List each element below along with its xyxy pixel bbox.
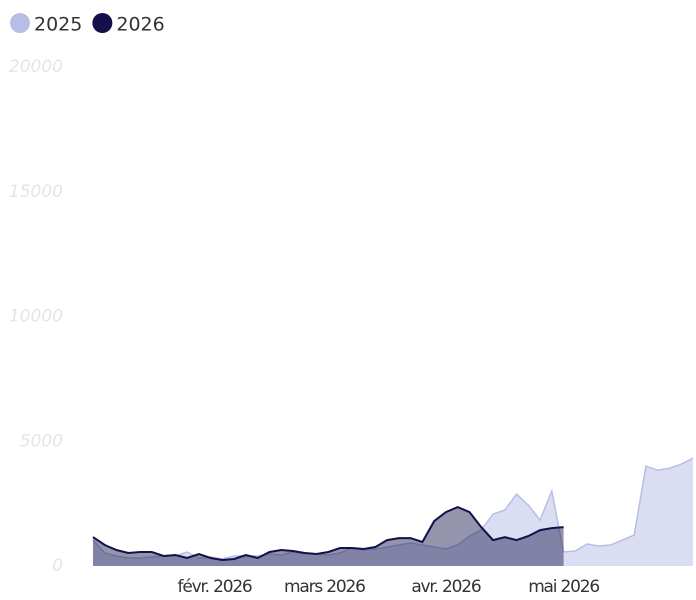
area [93, 458, 693, 566]
x-tick-label: mars 2026 [284, 577, 365, 596]
y-tick-label: 15000 [9, 182, 63, 202]
y-tick-label: 0 [52, 556, 63, 576]
x-tick-label: avr. 2026 [411, 577, 481, 596]
y-tick-label: 20000 [9, 57, 63, 77]
line [92, 506, 564, 562]
y-tick-label: 5000 [20, 431, 63, 451]
x-tick-label: févr. 2026 [178, 577, 252, 596]
y-tick-label: 10000 [9, 307, 63, 327]
area [93, 507, 564, 566]
x-tick-label: mai 2026 [528, 577, 599, 596]
legend-marker [10, 13, 30, 33]
legend-marker [92, 13, 113, 33]
legend-label: 2026 [116, 14, 164, 36]
legend-label: 2025 [34, 14, 82, 36]
